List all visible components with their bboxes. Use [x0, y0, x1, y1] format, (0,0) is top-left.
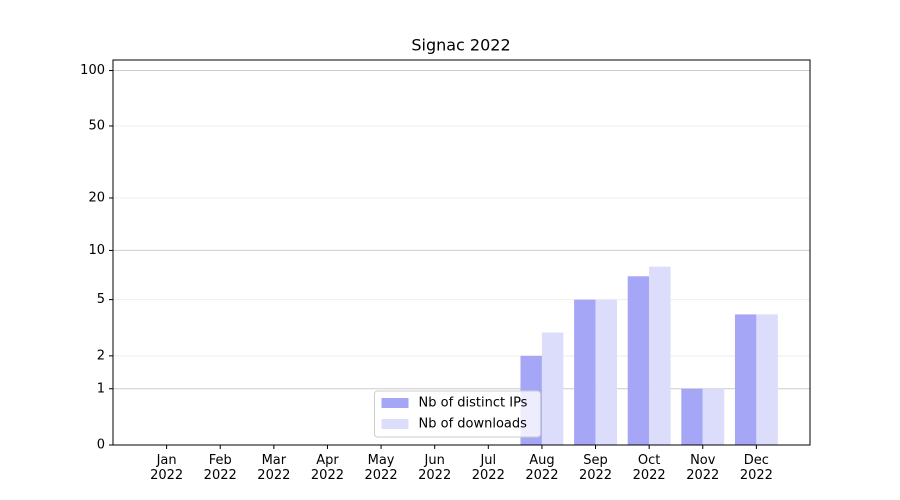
- y-tick-label: 50: [88, 118, 105, 133]
- bar: [627, 276, 650, 445]
- bar: [649, 266, 671, 445]
- legend-box: [374, 390, 541, 438]
- legend-swatch: [381, 419, 409, 429]
- bar: [681, 388, 703, 445]
- legend: Nb of distinct IPs Nb of downloads: [374, 390, 541, 438]
- x-tick-label: Jan 2022: [150, 453, 184, 483]
- y-tick-label: 0: [97, 438, 105, 453]
- y-tick-label: 1: [97, 381, 105, 396]
- legend-label: Nb of distinct IPs: [419, 396, 528, 411]
- y-tick-label: 10: [88, 243, 105, 258]
- plot-frame: [112, 59, 811, 446]
- y-tick-label: 100: [80, 63, 105, 78]
- y-tick-label: 2: [97, 348, 105, 363]
- legend-label: Nb of downloads: [419, 417, 528, 432]
- x-tick-label: Aug 2022: [525, 453, 559, 483]
- y-tick-label: 20: [88, 190, 105, 205]
- bar: [756, 314, 778, 445]
- x-tick-label: Sep 2022: [578, 453, 613, 483]
- x-tick-label: Dec 2022: [739, 453, 773, 483]
- bar: [595, 299, 617, 445]
- x-tick-label: May 2022: [364, 453, 398, 483]
- y-tick-label: 5: [97, 292, 105, 307]
- bar: [574, 299, 596, 445]
- chart-title: Signac 2022: [411, 36, 510, 55]
- x-tick-label: Oct 2022: [632, 453, 666, 483]
- x-tick-label: Jun 2022: [418, 453, 452, 483]
- x-tick-label: Nov 2022: [686, 453, 720, 483]
- x-tick-label: Feb 2022: [203, 453, 237, 483]
- x-tick-label: Mar 2022: [257, 453, 291, 483]
- x-tick-label: Apr 2022: [310, 453, 344, 483]
- x-tick-label: Jul 2022: [471, 453, 505, 483]
- bar: [541, 332, 564, 445]
- bar: [702, 388, 725, 445]
- bar: [734, 314, 757, 445]
- legend-swatch: [381, 398, 409, 408]
